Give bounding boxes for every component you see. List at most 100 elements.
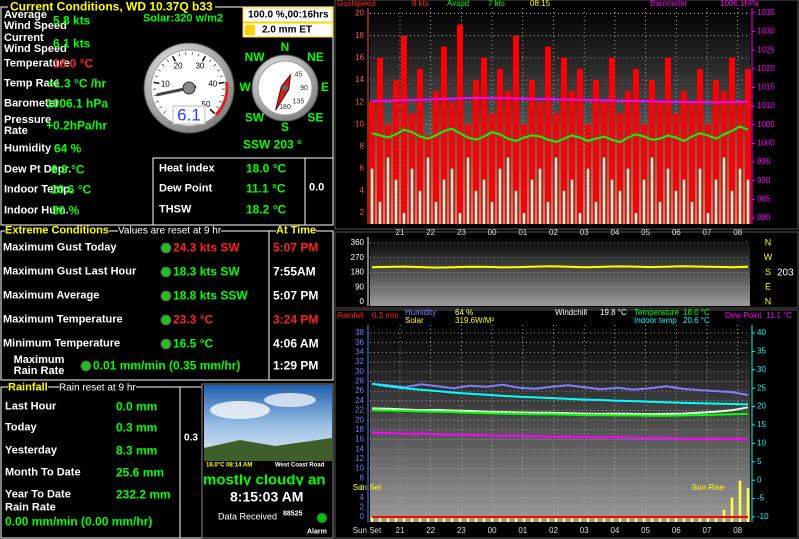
gauge-minor-tick bbox=[155, 100, 159, 103]
x-tick-label: 21 bbox=[396, 228, 405, 237]
gauge-minor-tick bbox=[172, 55, 175, 59]
bar bbox=[370, 517, 374, 522]
y2-tick-label: 5 bbox=[757, 457, 762, 466]
compass-label: W bbox=[239, 80, 251, 94]
reading-label: Indoor Hum. bbox=[4, 204, 69, 217]
graph-frame bbox=[334, 0, 799, 230]
wind-direction: SSW 203 ° bbox=[243, 137, 302, 152]
y2-tick-label: 980 bbox=[757, 213, 771, 222]
y-tick-label: 36 bbox=[355, 338, 364, 347]
x-tick-label: 02 bbox=[549, 228, 558, 237]
extreme-label: Maximum Gust Last Hour bbox=[3, 265, 137, 278]
bar bbox=[746, 179, 750, 224]
x-tick-label: 07 bbox=[703, 228, 712, 237]
small-box bbox=[304, 157, 334, 226]
bar bbox=[370, 168, 374, 224]
graph-header: Windchill bbox=[555, 308, 587, 317]
data-received-label: Data Received bbox=[218, 511, 278, 522]
graph-frame bbox=[334, 231, 799, 309]
rain-side bbox=[179, 386, 203, 539]
bar bbox=[473, 80, 479, 224]
x-tick-label: 06 bbox=[672, 228, 681, 237]
bar bbox=[722, 509, 726, 522]
gauge-minor-tick bbox=[166, 59, 170, 63]
y-tick-label: 2 bbox=[360, 208, 365, 217]
x-tick-label: 00 bbox=[488, 228, 497, 237]
series-line bbox=[371, 382, 749, 396]
series-line bbox=[371, 406, 749, 416]
bar bbox=[586, 517, 590, 522]
panel-title: Current Conditions, WD 10.37Q b33 bbox=[8, 0, 215, 14]
bar bbox=[609, 57, 615, 224]
y-tick-label: 90 bbox=[355, 282, 364, 291]
gauge-minor-tick bbox=[157, 69, 161, 72]
bar bbox=[393, 80, 399, 224]
rain-label: Yesterday bbox=[5, 444, 57, 457]
rain-value: 0.0 mm bbox=[116, 399, 158, 414]
bar bbox=[618, 517, 622, 522]
y-tick-label: 4 bbox=[360, 186, 365, 195]
alarm-light[interactable] bbox=[316, 512, 328, 524]
extreme-value: 24.3 kts SW bbox=[173, 240, 240, 255]
bar bbox=[554, 157, 558, 224]
gauge-tick-label: 30 bbox=[195, 62, 204, 71]
direction-label: E bbox=[765, 282, 771, 292]
bar bbox=[657, 102, 663, 224]
gauge-minor-tick bbox=[213, 63, 217, 67]
graph-header: 18.0 °C bbox=[683, 308, 710, 317]
bar bbox=[561, 57, 567, 224]
gauge-minor-tick bbox=[208, 59, 212, 63]
status-dot bbox=[160, 290, 172, 302]
reading-label: Barometer bbox=[4, 97, 60, 110]
status-dot bbox=[160, 314, 172, 326]
bar bbox=[610, 179, 614, 224]
bar bbox=[570, 517, 574, 522]
bar bbox=[634, 212, 638, 224]
reading-label: Pressure Rate bbox=[4, 114, 52, 137]
reading-value: 64 % bbox=[54, 141, 82, 156]
gauge-tick-label: 50 bbox=[202, 100, 211, 109]
direction-label: W bbox=[764, 252, 773, 262]
bar bbox=[513, 35, 519, 224]
status-dot bbox=[160, 338, 172, 350]
series-line bbox=[371, 431, 749, 441]
rain-label: Rain Rate bbox=[5, 501, 56, 514]
bar bbox=[481, 57, 487, 224]
bar bbox=[602, 517, 606, 522]
y-tick-label: 16 bbox=[355, 435, 364, 444]
reading-value: 18.0 °C bbox=[53, 56, 94, 71]
bar bbox=[594, 517, 598, 522]
bar bbox=[569, 91, 575, 224]
x-tick-label: 05 bbox=[641, 526, 650, 535]
y-tick-label: 2 bbox=[360, 502, 365, 511]
y2-tick-label: 40 bbox=[757, 328, 766, 337]
y-tick-label: 18 bbox=[355, 425, 364, 434]
extreme-label: Maximum Average bbox=[3, 289, 100, 302]
bar bbox=[506, 157, 510, 224]
extreme-value: 18.8 kts SSW bbox=[173, 288, 248, 303]
bar bbox=[434, 201, 438, 224]
direction-current: 203 bbox=[777, 268, 794, 279]
x-tick-label: 04 bbox=[610, 228, 619, 237]
bar bbox=[705, 124, 711, 224]
y-tick-label: 10 bbox=[355, 119, 364, 128]
bar bbox=[730, 497, 734, 522]
bar bbox=[458, 212, 462, 224]
reading-value: 6.9 °C bbox=[51, 162, 85, 177]
gauge-readout-box bbox=[172, 105, 206, 125]
bar bbox=[649, 80, 655, 224]
bar bbox=[722, 157, 726, 224]
sun-annotation: Sun Rise bbox=[692, 483, 725, 492]
graph-header: 64 % bbox=[455, 308, 473, 317]
landscape bbox=[204, 438, 332, 461]
bar bbox=[474, 190, 478, 224]
bar bbox=[537, 102, 543, 224]
compass-label: N bbox=[281, 40, 290, 54]
sunshine-box bbox=[242, 7, 333, 23]
gauge-hub bbox=[182, 81, 196, 95]
bar bbox=[417, 68, 423, 224]
status-dot bbox=[160, 266, 172, 278]
x-tick-label: 23 bbox=[457, 526, 466, 535]
bar bbox=[650, 517, 654, 522]
y-tick-label: 0 bbox=[360, 512, 365, 521]
